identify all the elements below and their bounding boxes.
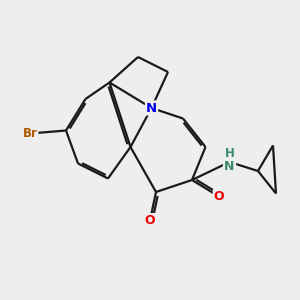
Text: O: O: [145, 214, 155, 227]
Text: Br: Br: [22, 127, 38, 140]
Text: N: N: [224, 160, 235, 173]
Text: O: O: [214, 190, 224, 203]
Text: H: H: [225, 147, 234, 160]
Text: N: N: [146, 101, 157, 115]
